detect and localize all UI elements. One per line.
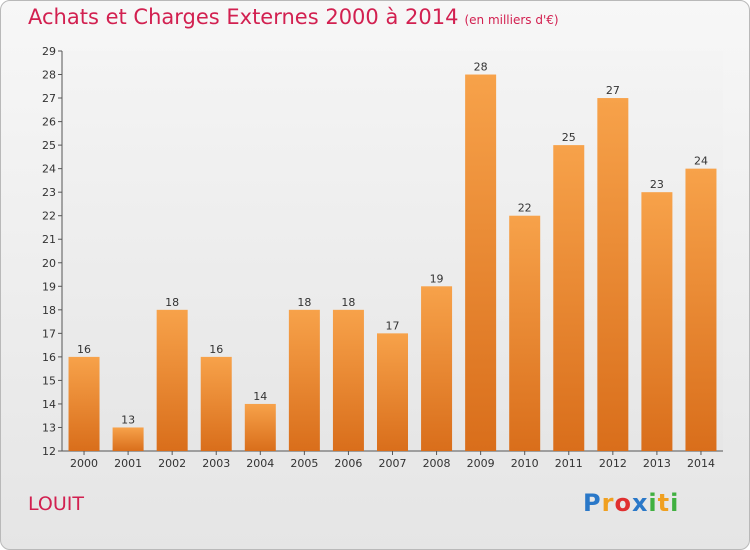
- data-label: 28: [474, 61, 488, 74]
- x-tick-label: 2007: [379, 457, 407, 470]
- y-tick-label: 17: [42, 327, 56, 340]
- data-label: 25: [562, 131, 576, 144]
- y-tick-label: 23: [42, 186, 56, 199]
- y-tick-label: 12: [42, 445, 56, 458]
- bar: [465, 74, 497, 451]
- x-tick-label: 2014: [687, 457, 715, 470]
- x-tick-label: 2011: [555, 457, 583, 470]
- data-label: 19: [430, 272, 444, 285]
- bar: [200, 356, 232, 451]
- data-label: 18: [165, 296, 179, 309]
- bar: [244, 403, 276, 451]
- y-tick-label: 21: [42, 233, 56, 246]
- chart-title: Achats et Charges Externes 2000 à 2014 (e…: [28, 5, 559, 29]
- chart-title-text: Achats et Charges Externes 2000 à 2014: [28, 5, 459, 29]
- y-tick-label: 20: [42, 257, 56, 270]
- bar: [597, 98, 629, 451]
- x-tick-label: 2005: [290, 457, 318, 470]
- x-tick-label: 2012: [599, 457, 627, 470]
- y-tick-label: 13: [42, 421, 56, 434]
- data-label: 27: [606, 84, 620, 97]
- bar: [553, 145, 585, 451]
- y-tick-label: 19: [42, 280, 56, 293]
- x-tick-label: 2008: [423, 457, 451, 470]
- x-tick-label: 2013: [643, 457, 671, 470]
- y-tick-label: 15: [42, 374, 56, 387]
- data-label: 14: [253, 390, 267, 403]
- x-tick-label: 2000: [70, 457, 98, 470]
- x-tick-label: 2009: [467, 457, 495, 470]
- brand-logo-letter: r: [601, 489, 615, 517]
- data-label: 18: [297, 296, 311, 309]
- bar: [112, 427, 144, 451]
- data-label: 22: [518, 202, 532, 215]
- bar: [68, 356, 100, 451]
- data-label: 17: [386, 319, 400, 332]
- x-tick-label: 2006: [334, 457, 362, 470]
- x-tick-label: 2002: [158, 457, 186, 470]
- x-tick-label: 2001: [114, 457, 142, 470]
- chart-unit: (en milliers d'€): [464, 13, 559, 27]
- bar: [156, 309, 188, 451]
- brand-logo: Proxiti: [583, 489, 679, 517]
- y-tick-label: 22: [42, 210, 56, 223]
- data-label: 18: [341, 296, 355, 309]
- data-label: 23: [650, 178, 664, 191]
- bar: [509, 215, 541, 451]
- brand-logo-letter: P: [583, 489, 602, 517]
- bar: [377, 333, 408, 451]
- y-tick-label: 25: [42, 139, 56, 152]
- y-tick-label: 14: [42, 398, 56, 411]
- bar: [332, 309, 364, 451]
- y-tick-label: 24: [42, 163, 56, 176]
- bar: [641, 192, 673, 452]
- y-tick-label: 18: [42, 304, 56, 317]
- place-label: LOUIT: [28, 493, 84, 515]
- brand-logo-letter: t: [657, 489, 671, 517]
- x-tick-label: 2004: [246, 457, 274, 470]
- data-label: 16: [77, 343, 91, 356]
- y-tick-label: 29: [42, 45, 56, 58]
- x-tick-label: 2003: [202, 457, 230, 470]
- x-tick-label: 2010: [511, 457, 539, 470]
- data-label: 16: [209, 343, 223, 356]
- brand-logo-letter: i: [670, 489, 680, 517]
- y-tick-label: 26: [42, 116, 56, 129]
- y-tick-label: 16: [42, 351, 56, 364]
- brand-logo-letter: i: [648, 489, 658, 517]
- data-label: 13: [121, 413, 135, 426]
- bar: [288, 309, 320, 451]
- brand-logo-letter: o: [614, 489, 632, 517]
- brand-logo-letter: x: [631, 489, 649, 517]
- data-label: 24: [694, 155, 708, 168]
- bar: [685, 168, 717, 451]
- y-tick-label: 28: [42, 69, 56, 82]
- bar: [421, 286, 453, 451]
- y-tick-label: 27: [42, 92, 56, 105]
